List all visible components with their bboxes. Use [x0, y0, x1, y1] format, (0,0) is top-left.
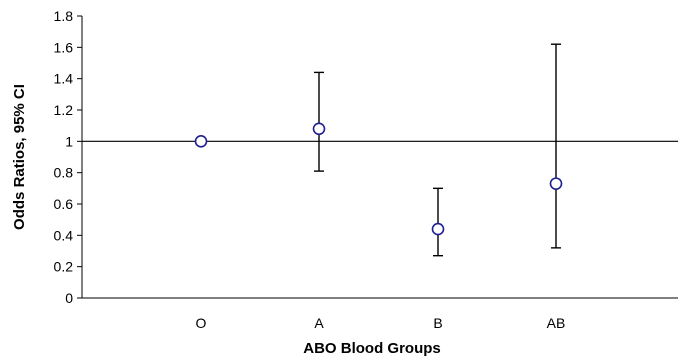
- y-tick-label: 0.2: [54, 259, 74, 275]
- y-tick-label: 0.6: [54, 196, 74, 212]
- data-point: [312, 122, 326, 136]
- x-axis-tick-labels: O A B AB: [196, 315, 566, 331]
- y-tick-label: 0: [65, 290, 73, 306]
- y-tick-label: 1.8: [54, 8, 74, 24]
- data-points: [194, 122, 563, 236]
- x-category-label: A: [314, 315, 324, 331]
- x-category-label: O: [196, 315, 207, 331]
- y-tick-label: 1.4: [54, 71, 74, 87]
- y-tick-label: 1: [65, 133, 73, 149]
- x-axis-title: ABO Blood Groups: [303, 340, 441, 357]
- data-point: [431, 222, 445, 236]
- y-tick-label: 1.2: [54, 102, 74, 118]
- y-tick-label: 0.4: [54, 227, 74, 243]
- error-bar: [433, 187, 443, 257]
- x-category-label: AB: [547, 315, 566, 331]
- y-tick-label: 0.8: [54, 165, 74, 181]
- error-bars: [314, 43, 561, 257]
- data-point: [194, 135, 208, 148]
- x-category-label: B: [433, 315, 442, 331]
- y-axis-title: Odds Ratios, 95% CI: [11, 84, 28, 230]
- y-tick-label: 1.6: [54, 39, 74, 55]
- data-point: [549, 177, 563, 190]
- error-bar: [551, 43, 561, 249]
- y-axis-ticks: [77, 15, 82, 299]
- error-bar: [314, 71, 324, 172]
- y-axis-tick-labels: 0 0.2 0.4 0.6 0.8 1 1.2 1.4 1.6 1.8: [54, 8, 74, 306]
